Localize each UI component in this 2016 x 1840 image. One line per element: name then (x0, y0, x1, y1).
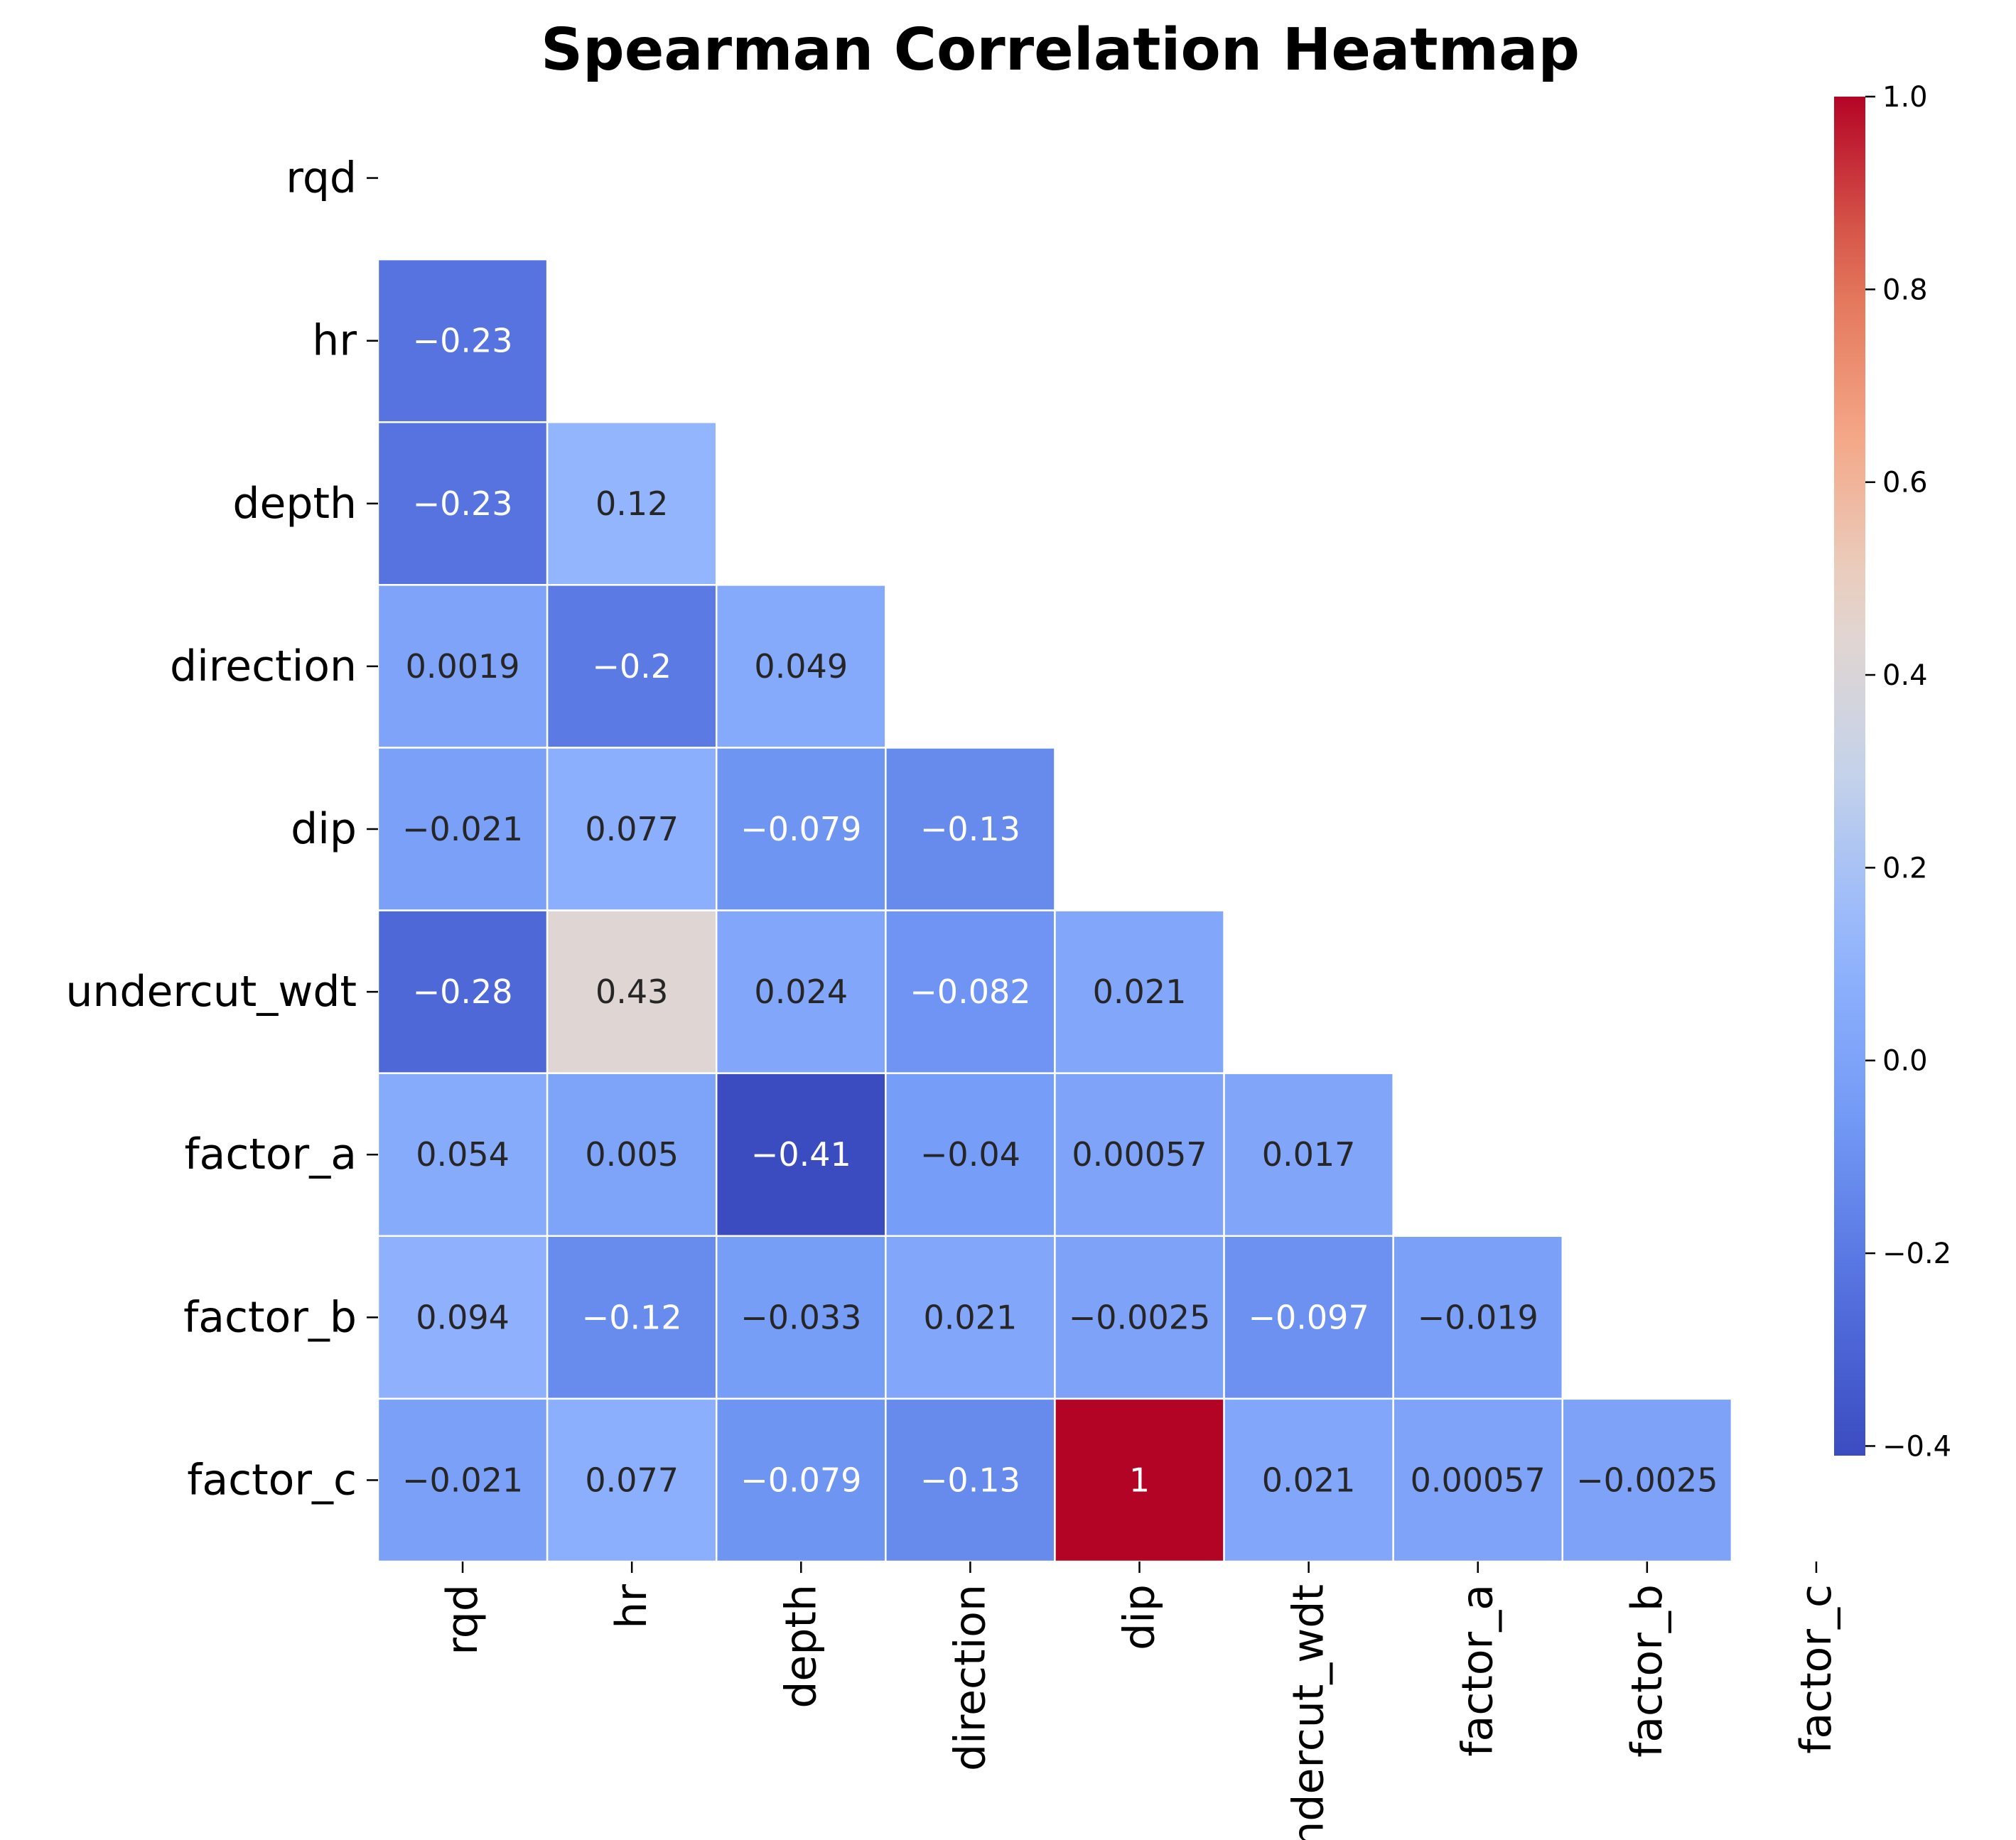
heatmap-cell (885, 909, 1056, 1074)
heatmap-cells: −0.23 −0.23 0.12 0.0019 −0.2 0.049 −0.021 0.077… (377, 258, 1733, 1563)
colorbar-tick-label: −0.2 (1882, 1238, 1951, 1270)
heatmap-cell (1054, 909, 1225, 1074)
heatmap-cell (715, 584, 887, 749)
cell-value-label: 0.094 (416, 1298, 510, 1336)
cell-value-label: 0.049 (754, 647, 848, 686)
cell-value-label: −0.2 (592, 647, 672, 686)
cell-value-label: −0.0025 (1069, 1298, 1211, 1336)
heatmap-cell (885, 1397, 1056, 1563)
cell-value-label: −0.41 (751, 1135, 851, 1174)
cell-value-label: −0.033 (740, 1298, 861, 1336)
heatmap-cell (715, 909, 887, 1074)
cell-value-label: 0.021 (924, 1298, 1018, 1336)
chart-title: Spearman Correlation Heatmap (541, 16, 1580, 84)
y-tick-label: depth (232, 479, 357, 529)
cell-value-label: −0.04 (920, 1135, 1020, 1174)
heatmap-cell (1223, 1072, 1394, 1238)
heatmap-cell (546, 1072, 718, 1238)
heatmap-cell (885, 1235, 1056, 1400)
cell-value-label: 0.021 (1093, 973, 1187, 1011)
heatmap-cell (1054, 1397, 1225, 1563)
cell-value-label: 0.017 (1262, 1135, 1356, 1174)
heatmap-cell (377, 584, 549, 749)
cell-value-label: −0.079 (740, 1461, 861, 1499)
colorbar-tick-label: 0.4 (1882, 659, 1928, 692)
cell-value-label: −0.097 (1248, 1298, 1369, 1336)
y-tick-label: factor_c (187, 1455, 357, 1505)
heatmap-cell (1054, 1072, 1225, 1238)
cell-value-label: −0.23 (413, 485, 513, 523)
colorbar-tick-label: 0.2 (1882, 852, 1928, 884)
cell-value-label: −0.021 (402, 810, 523, 848)
cell-value-label: 1 (1129, 1461, 1150, 1499)
heatmap-cell (546, 1397, 718, 1563)
heatmap-cell (377, 1397, 549, 1563)
y-tick-label: undercut_wdt (65, 967, 357, 1017)
y-tick-label: dip (291, 804, 357, 854)
heatmap-cell (546, 747, 718, 911)
y-tick-label: direction (170, 642, 357, 691)
colorbar-tick-label: 0.8 (1882, 274, 1928, 306)
x-tick-label: factor_c (1791, 1584, 1841, 1754)
cell-value-label: −0.23 (413, 322, 513, 360)
heatmap-cell (377, 1072, 549, 1238)
x-tick-label: dip (1115, 1584, 1165, 1650)
heatmap-cell (377, 258, 549, 423)
cell-value-label: 0.005 (585, 1135, 679, 1174)
x-tick-label: factor_a (1453, 1584, 1503, 1757)
heatmap-cell (377, 1235, 549, 1400)
heatmap-cell (546, 909, 718, 1074)
colorbar-tick-label: 1.0 (1882, 81, 1928, 114)
cell-value-label: 0.12 (595, 485, 668, 523)
heatmap-cell (715, 1235, 887, 1400)
colorbar-tick-label: −0.4 (1882, 1430, 1951, 1463)
heatmap-cell (1223, 1235, 1394, 1400)
cell-value-label: −0.12 (582, 1298, 682, 1336)
cell-value-label: −0.28 (413, 973, 513, 1011)
y-tick-label: hr (312, 316, 357, 366)
heatmap-cell (885, 747, 1056, 911)
x-tick-label: direction (945, 1584, 995, 1771)
heatmap-cell (1392, 1397, 1564, 1563)
y-tick-label: factor_b (183, 1292, 357, 1342)
heatmap-cell (1223, 1397, 1394, 1563)
cell-value-label: 0.077 (585, 810, 679, 848)
cell-value-label: 0.43 (595, 973, 668, 1011)
heatmap-cell (715, 747, 887, 911)
cell-value-label: −0.0025 (1576, 1461, 1718, 1499)
heatmap-cell (715, 1072, 887, 1238)
cell-value-label: 0.0019 (406, 647, 520, 686)
heatmap-cell (377, 909, 549, 1074)
y-axis-labels: rqd hr depth direction dip undercut_wdtfactor… (65, 153, 378, 1505)
colorbar: 1.0 0.8 0.6 0.4 0.2 0.0 −0.2 −0.4 (1834, 81, 1951, 1463)
x-axis-labels: rqd hr depth direction dip undercut_wdt factor… (438, 1562, 1841, 1840)
cell-value-label: −0.019 (1418, 1298, 1538, 1336)
colorbar-tick-label: 0.0 (1882, 1045, 1928, 1078)
x-tick-label: rqd (438, 1584, 487, 1655)
x-tick-label: factor_b (1622, 1584, 1672, 1758)
cell-value-label: −0.021 (402, 1461, 523, 1499)
cell-value-label: −0.13 (920, 810, 1020, 848)
y-tick-label: factor_a (184, 1130, 357, 1179)
colorbar-tick-label: 0.6 (1882, 467, 1928, 499)
cell-value-label: 0.021 (1262, 1461, 1356, 1499)
y-tick-label: rqd (286, 153, 357, 203)
colorbar-gradient (1834, 97, 1865, 1456)
cell-value-label: 0.054 (416, 1135, 510, 1174)
cell-value-label: 0.00057 (1072, 1135, 1207, 1174)
x-tick-label: depth (776, 1584, 826, 1709)
cell-value-label: −0.13 (920, 1461, 1020, 1499)
cell-value-label: −0.079 (740, 810, 861, 848)
cell-value-label: 0.077 (585, 1461, 679, 1499)
cell-value-label: 0.00057 (1411, 1461, 1546, 1499)
x-tick-label: hr (607, 1584, 657, 1629)
x-tick-label: undercut_wdt (1284, 1584, 1334, 1840)
heatmap-cell (1561, 1397, 1733, 1563)
cell-value-label: −0.082 (910, 973, 1030, 1011)
cell-value-label: 0.024 (754, 973, 848, 1011)
